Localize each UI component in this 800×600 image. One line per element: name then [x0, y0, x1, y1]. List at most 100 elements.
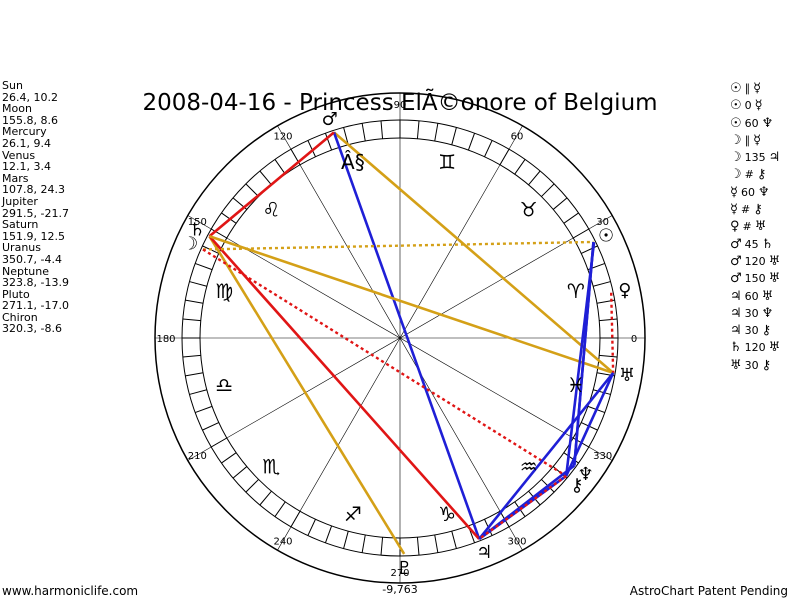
- aspect-planet-2: ♅: [761, 288, 774, 304]
- degree-tick: [221, 212, 237, 224]
- degree-tick: [343, 531, 349, 549]
- aspect-planet-1: ☉: [730, 98, 742, 114]
- degree-label: 150: [188, 217, 207, 228]
- house-spokes: [155, 93, 645, 583]
- aspect-planet-2: ♅: [768, 340, 781, 356]
- aspect-row: ♀ # ♅: [730, 218, 780, 235]
- aspect-row: ♃ 60 ♅: [730, 288, 780, 305]
- aspect-list: ☉ ∥ ☿ ☉ 0 ☿ ☉ 60 ♆ ☽ ∥ ☿ ☽ 135 ♃ ☽ # ⚷ ☿ 60 ♆ ☿ # ⚷ ♀ # ♅ ♂ 45 ♄ ♂ 120 ♅…: [730, 80, 780, 374]
- degree-tick: [182, 354, 201, 358]
- planet-coords: 291.5, -21.7: [2, 206, 69, 220]
- zodiac-sign-icon: ♒: [520, 455, 538, 479]
- aspect-type: 30: [744, 324, 759, 338]
- zodiac-sign-icon: Â§: [341, 150, 365, 174]
- degree-tick: [484, 140, 493, 157]
- aspect-type: 0: [744, 99, 752, 113]
- degree-tick: [189, 389, 207, 395]
- degree-tick: [434, 534, 439, 553]
- degree-tick: [599, 354, 618, 358]
- aspect-planet-2: ☿: [753, 132, 762, 148]
- aspect-planet-1: ☉: [730, 81, 742, 96]
- planet-glyph-icon: ☽: [182, 234, 198, 255]
- zodiac-sign-icon: ♐: [344, 502, 362, 526]
- planet-coords: 107.8, 24.3: [2, 183, 65, 197]
- planet-coords: 26.1, 9.4: [2, 136, 51, 150]
- aspect-line: [333, 131, 615, 374]
- degree-tick: [194, 262, 213, 271]
- planet-coords: 12.1, 3.4: [2, 160, 51, 174]
- planet-glyph-icon: ☉: [598, 226, 614, 247]
- planet-coords: 323.8, -13.9: [2, 276, 69, 290]
- aspect-planet-2: ♆: [761, 305, 774, 321]
- footer-patent: AstroChart Patent Pending: [629, 584, 788, 598]
- aspect-planet-1: ☉: [730, 115, 742, 131]
- house-spoke: [187, 215, 613, 461]
- degree-label: 120: [273, 131, 292, 142]
- aspect-type: #: [742, 220, 752, 234]
- aspect-planet-2: ♄: [761, 236, 774, 252]
- aspect-planet-1: ♂: [730, 271, 742, 287]
- degree-labels: 0 30 60 90 120 150 180 210 240 270 300 330: [156, 100, 637, 579]
- planet-name: Jupiter: [2, 194, 38, 208]
- zodiac-sign-icon: ♓: [567, 373, 585, 397]
- degree-label: 30: [596, 217, 609, 228]
- degree-label: 270: [390, 568, 409, 579]
- aspect-row: ☿ 60 ♆: [730, 184, 780, 201]
- degree-tick: [194, 405, 213, 414]
- zodiac-sign-icon: ♌: [262, 197, 280, 221]
- aspect-row: ♃ 30 ⚷: [730, 322, 780, 339]
- aspect-line: [202, 240, 594, 251]
- aspect-row: ☽ ∥ ☿: [730, 132, 780, 149]
- degree-tick: [307, 519, 316, 536]
- degree-tick: [245, 479, 259, 493]
- zodiac-sign-icon: ♊: [438, 150, 456, 174]
- degree-label: 240: [273, 537, 292, 548]
- aspect-type: 120: [744, 341, 766, 355]
- planet-coords: 350.7, -4.4: [2, 252, 62, 266]
- aspect-line: [478, 372, 615, 540]
- degree-tick: [514, 159, 526, 175]
- degree-tick: [343, 127, 349, 145]
- planet-glyph-icon: ♂: [322, 109, 338, 130]
- aspect-type: #: [744, 168, 754, 182]
- aspect-row: ♅ 30 ⚷: [730, 357, 780, 374]
- degree-tick: [593, 281, 611, 287]
- aspect-row: ♂ 120 ♅: [730, 253, 780, 270]
- degree-tick: [185, 299, 204, 304]
- degree-label: 330: [593, 451, 612, 462]
- bottom-value: -9,763: [382, 583, 418, 596]
- degree-label: 90: [394, 100, 407, 111]
- degree-label: 180: [156, 334, 175, 345]
- aspect-planet-1: ♅: [730, 357, 742, 373]
- planet-name: Mercury: [2, 125, 47, 139]
- aspect-planet-2: ⚷: [761, 323, 772, 339]
- aspect-line: [610, 292, 615, 373]
- degree-tick: [274, 159, 286, 175]
- aspect-planet-1: ♂: [730, 236, 742, 252]
- aspect-planet-1: ☿: [730, 184, 738, 200]
- aspect-row: ☉ 60 ♆: [730, 115, 780, 132]
- aspect-line: [209, 235, 614, 375]
- degree-tick: [599, 318, 618, 322]
- aspect-line: [208, 131, 335, 238]
- aspect-planet-2: ♃: [768, 150, 781, 166]
- zodiac-sign-icon: ♈: [567, 279, 585, 303]
- aspect-planet-2: ♆: [757, 184, 770, 200]
- planet-coords: 26.4, 10.2: [2, 90, 58, 104]
- degree-tick: [528, 170, 541, 186]
- zodiac-signs: ♈ ♉ ♊ Â§ ♌ ♍ ♎ ♏ ♐ ♑ ♒ ♓: [215, 150, 585, 526]
- aspect-type: #: [740, 203, 751, 217]
- aspect-type: 60: [744, 289, 759, 303]
- degree-tick: [563, 452, 579, 464]
- chart-title: 2008-04-16 - Princess ElÃ©onore of Belgi…: [142, 90, 658, 116]
- zodiac-sign-icon: ♍: [215, 279, 233, 303]
- aspect-type: 30: [744, 306, 759, 320]
- degree-tick: [259, 170, 272, 186]
- planet-name: Sun: [2, 79, 23, 92]
- aspect-planet-1: ♄: [730, 340, 742, 356]
- planet-glyph-icon: ⚷: [570, 475, 583, 496]
- aspect-planet-1: ♃: [730, 323, 742, 339]
- aspect-planet-2: ☿: [753, 81, 762, 96]
- degree-tick: [434, 123, 439, 142]
- aspect-planet-2: ☿: [754, 98, 763, 114]
